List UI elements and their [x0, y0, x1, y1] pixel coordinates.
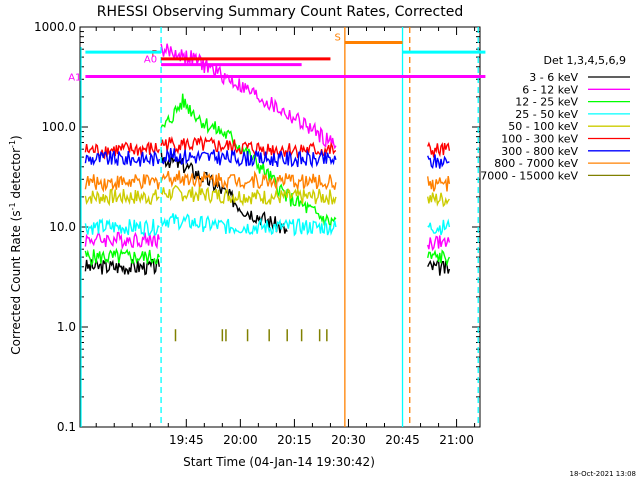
- series-line: [160, 134, 337, 159]
- series-line: [427, 218, 451, 236]
- series-line: [427, 192, 450, 208]
- series-line: [160, 184, 337, 207]
- series-line: [427, 154, 450, 170]
- series-800-7000-kev: [84, 170, 451, 193]
- flag-bar-label: A0: [144, 55, 157, 66]
- legend-label: 800 - 7000 keV: [494, 157, 578, 170]
- series-line: [84, 217, 160, 237]
- y-axis-label: Corrected Count Rate (s-1 detector-1): [8, 135, 23, 354]
- x-tick-label: 21:00: [439, 433, 474, 447]
- series-line: [160, 170, 337, 191]
- series-12-25-kev: [84, 93, 451, 267]
- y-axis-label-text: Corrected Count Rate (s-1 detector-1): [8, 135, 23, 354]
- y-tick-label: 100.0: [42, 120, 76, 134]
- y-tick-label: 10.0: [49, 220, 76, 234]
- x-axis-label: Start Time (04-Jan-14 19:30:42): [183, 455, 375, 469]
- y-tick-label: 0.1: [57, 420, 76, 434]
- legend-label: 50 - 100 keV: [508, 120, 578, 133]
- series-line: [84, 174, 160, 193]
- flag-bar-label: S: [335, 32, 341, 43]
- series-line: [160, 213, 337, 237]
- series-line: [84, 258, 160, 276]
- x-tick-label: 19:45: [169, 433, 204, 447]
- plot-area: 0.1 1.0 10.0 100.0 1000.0 19:45 20:00 20:15 20:3…: [34, 20, 486, 447]
- legend-label: 7000 - 15000 keV: [480, 169, 578, 182]
- chart-title: RHESSI Observing Summary Count Rates, Co…: [97, 4, 463, 20]
- series-25-50-kev: [84, 213, 451, 237]
- series-line: [84, 188, 160, 207]
- series-line: [84, 150, 160, 167]
- flag-bar-label: A1: [68, 72, 81, 83]
- y-tick-label: 1000.0: [34, 20, 76, 34]
- series-line: [427, 249, 451, 267]
- x-tick-label: 20:30: [331, 433, 366, 447]
- legend-label: 25 - 50 keV: [515, 108, 578, 121]
- legend-label: 12 - 25 keV: [515, 96, 578, 109]
- series-line: [427, 141, 451, 158]
- series-line: [84, 230, 160, 251]
- legend-label: 3 - 6 keV: [529, 71, 578, 84]
- legend-label: 6 - 12 keV: [522, 83, 578, 96]
- series-line: [160, 93, 337, 229]
- series-100-300-kev: [84, 134, 451, 160]
- series-7000-15000-kev: [174, 329, 328, 342]
- series-300-800-kev: [84, 147, 450, 170]
- series-line: [427, 235, 451, 252]
- flag-bar-label: F: [151, 49, 157, 60]
- series-line: [160, 147, 337, 169]
- x-tick-label: 20:00: [223, 433, 258, 447]
- series-50-100-kev: [84, 184, 450, 208]
- legend-title: Det 1,3,4,5,6,9: [543, 54, 626, 67]
- series-line: [427, 175, 451, 192]
- series-line: [84, 141, 160, 160]
- x-tick-label: 20:45: [385, 433, 420, 447]
- legend-label: 300 - 800 keV: [501, 145, 578, 158]
- timestamp-label: 18-Oct-2021 13:08: [570, 470, 636, 478]
- x-tick-label: 20:15: [277, 433, 312, 447]
- series-line: [84, 247, 160, 267]
- y-tick-label: 1.0: [57, 320, 76, 334]
- legend-label: 100 - 300 keV: [501, 133, 578, 146]
